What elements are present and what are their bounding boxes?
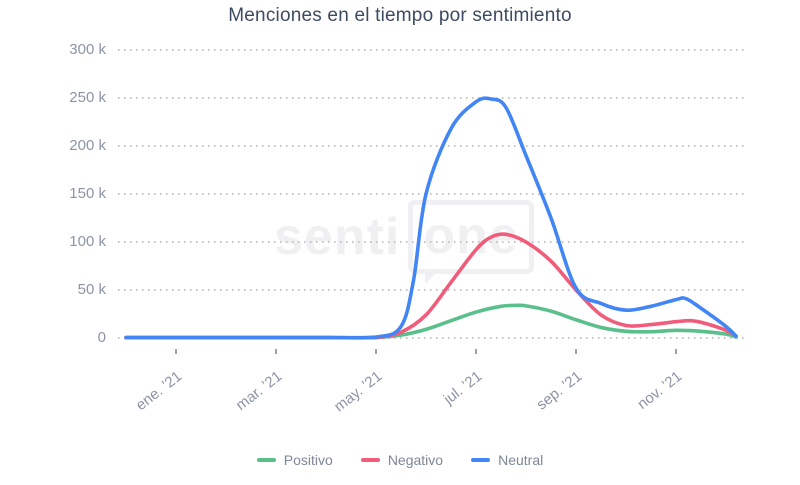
- legend-color-dash-icon: [471, 458, 491, 462]
- series-line-neutral: [124, 96, 738, 340]
- legend: Positivo Negativo Neutral: [0, 452, 800, 468]
- gridline: [118, 97, 748, 99]
- legend-item-positivo[interactable]: Positivo: [256, 452, 333, 468]
- gridline: [118, 49, 748, 51]
- legend-color-dash-icon: [256, 458, 276, 462]
- x-tick-mark: [675, 349, 677, 354]
- y-tick-label: 300 k: [69, 41, 106, 58]
- gridline: [118, 145, 748, 147]
- x-tick-mark: [275, 349, 277, 354]
- watermark-text-senti: senti: [274, 208, 401, 266]
- gridline: [118, 289, 748, 291]
- x-tick-mark: [375, 349, 377, 354]
- x-tick-mark: [475, 349, 477, 354]
- x-tick-mark: [575, 349, 577, 354]
- legend-item-neutral[interactable]: Neutral: [471, 452, 543, 468]
- legend-item-negativo[interactable]: Negativo: [360, 452, 444, 468]
- x-tick-mark: [175, 349, 177, 354]
- y-tick-label: 50 k: [77, 281, 106, 298]
- gridline: [118, 241, 748, 243]
- gridline: [118, 193, 748, 195]
- y-tick-label: 150 k: [69, 185, 106, 202]
- gridline: [118, 337, 748, 339]
- y-tick-label: 0: [97, 329, 106, 346]
- watermark-bubble-tail-icon: [425, 269, 441, 284]
- y-tick-label: 250 k: [69, 89, 106, 106]
- legend-label: Negativo: [387, 452, 444, 468]
- series-line-negativo: [124, 232, 738, 340]
- y-tick-label: 100 k: [69, 233, 106, 250]
- y-tick-label: 200 k: [69, 137, 106, 154]
- sentione-watermark: senti one: [274, 200, 534, 284]
- legend-label: Positivo: [283, 452, 333, 468]
- chart-title: Menciones en el tiempo por sentimiento: [228, 5, 572, 26]
- legend-label: Neutral: [498, 452, 544, 468]
- legend-color-dash-icon: [360, 458, 380, 462]
